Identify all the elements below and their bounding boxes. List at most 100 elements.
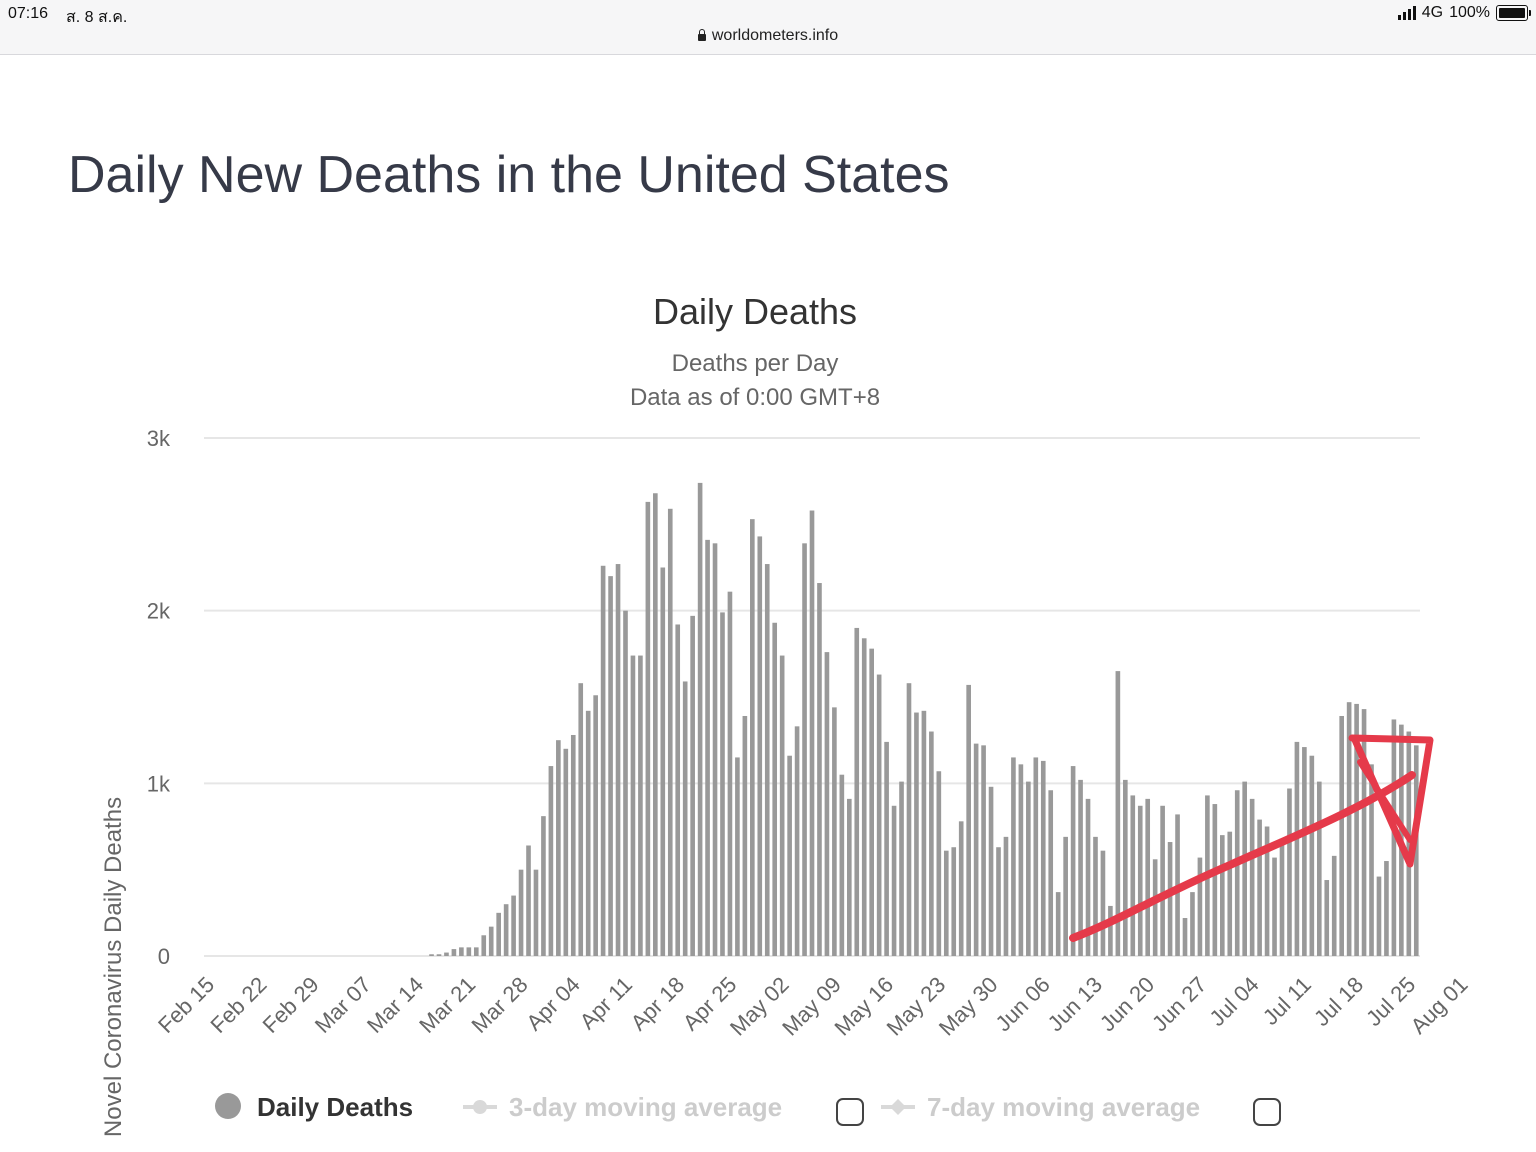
bar[interactable] [1294,741,1300,956]
bar[interactable] [779,655,785,956]
bar[interactable] [1279,838,1285,956]
bar[interactable] [593,695,598,956]
bar[interactable] [623,610,628,956]
bar[interactable] [473,947,479,956]
bar[interactable] [1011,757,1016,956]
bar[interactable] [876,674,882,956]
bar[interactable] [936,771,942,956]
bar[interactable] [1078,779,1083,956]
bar[interactable] [1227,831,1233,956]
bar[interactable] [682,681,688,956]
bar[interactable] [929,731,934,956]
bar[interactable] [1026,781,1031,956]
bar[interactable] [1100,850,1106,956]
bar[interactable] [943,850,949,956]
bar[interactable] [444,952,449,956]
bar[interactable] [1302,747,1307,956]
bar[interactable] [802,543,807,956]
bar[interactable] [1063,836,1068,956]
bar[interactable] [1197,857,1203,956]
bar[interactable] [615,564,621,956]
bar[interactable] [914,712,919,956]
bar[interactable] [667,508,673,956]
bar[interactable] [727,591,733,956]
bar[interactable] [630,655,636,956]
bar[interactable] [899,781,904,956]
bar[interactable] [884,741,889,956]
bar[interactable] [794,726,800,956]
bar[interactable] [451,949,457,956]
bar[interactable] [1242,781,1247,956]
bar[interactable] [772,622,778,956]
bar[interactable] [1130,795,1136,956]
bar[interactable] [645,501,651,956]
bar[interactable] [988,786,994,956]
bar[interactable] [869,648,874,956]
bar[interactable] [1406,731,1412,956]
bar[interactable] [958,821,964,956]
bar[interactable] [951,847,957,956]
bar[interactable] [690,615,695,956]
bar[interactable] [697,482,703,956]
bar[interactable] [846,798,852,956]
bar[interactable] [906,683,912,956]
bar[interactable] [1070,766,1076,956]
bar[interactable] [1339,715,1344,956]
bar[interactable] [1331,855,1337,956]
bar[interactable] [854,627,860,956]
bar[interactable] [1346,702,1352,956]
bar[interactable] [1048,790,1054,956]
bar[interactable] [496,912,501,956]
bar[interactable] [1085,798,1091,956]
legend-item-daily-deaths[interactable]: Daily Deaths [215,1092,413,1122]
bar[interactable] [488,926,494,956]
bar[interactable] [824,652,830,956]
bar[interactable] [921,710,927,956]
bar[interactable] [1384,861,1389,956]
bar[interactable] [981,745,986,956]
bar[interactable] [891,805,897,956]
bar[interactable] [600,565,606,956]
bar[interactable] [1033,757,1039,956]
bar[interactable] [1287,788,1292,956]
bar[interactable] [973,743,979,956]
bar[interactable] [1152,859,1158,956]
bar[interactable] [1055,892,1061,956]
bar[interactable] [1376,876,1382,956]
bar[interactable] [1413,745,1419,956]
bar[interactable] [526,845,531,956]
bar[interactable] [1145,798,1151,956]
bar[interactable] [466,947,472,956]
bar[interactable] [1264,826,1270,957]
bar[interactable] [735,757,740,956]
bar[interactable] [1219,835,1225,956]
bar[interactable] [503,904,509,956]
bar[interactable] [578,683,584,956]
bar[interactable] [996,847,1001,956]
bar[interactable] [1234,790,1240,956]
bar[interactable] [1003,836,1009,956]
bar[interactable] [436,954,442,956]
legend-3day-checkbox[interactable] [836,1098,864,1126]
bar[interactable] [1212,804,1218,956]
bar[interactable] [1115,671,1121,956]
bar[interactable] [556,740,561,956]
bar[interactable] [757,536,763,956]
bar[interactable] [608,576,613,956]
bar[interactable] [638,655,643,956]
bar[interactable] [720,612,725,956]
bar[interactable] [429,954,434,956]
bar[interactable] [1018,764,1024,956]
bar[interactable] [1123,779,1128,956]
bar[interactable] [459,947,464,956]
bar[interactable] [563,748,569,956]
bar[interactable] [787,755,792,956]
bar[interactable] [1093,836,1098,956]
bar[interactable] [861,638,867,956]
bar[interactable] [1309,755,1315,956]
bar[interactable] [712,543,718,956]
bar[interactable] [839,774,845,956]
bar[interactable] [1137,805,1143,956]
bar[interactable] [705,539,710,956]
bar[interactable] [1316,781,1322,956]
